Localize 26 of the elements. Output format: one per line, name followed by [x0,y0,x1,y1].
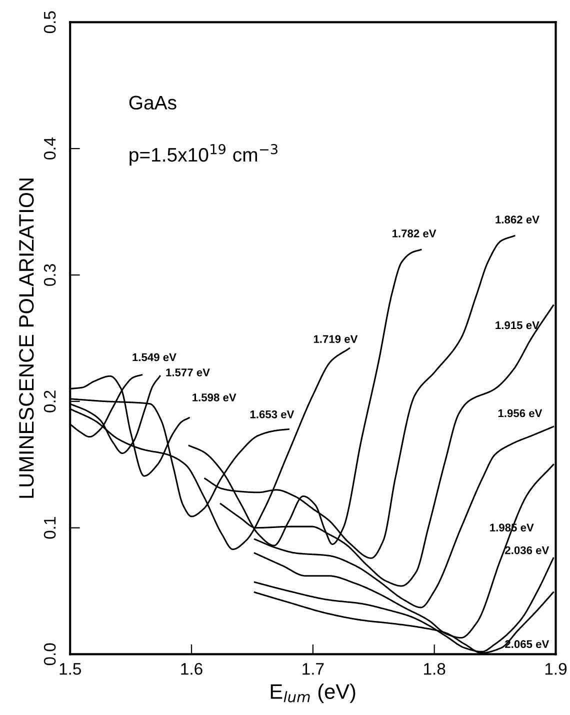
annotation: p=1.5x10$^{19}$ cm$^{−3}$ [130,144,278,166]
y-axis-title: LUMINESCENCE POLARIZATION [19,178,34,498]
series-label: 1.915 eV [496,321,540,330]
y-tick-label: 0.1 [44,517,56,539]
x-tick-label: 1.6 [181,663,202,675]
x-tick-label: 1.9 [545,663,567,675]
x-tick-label: 1.8 [424,663,446,675]
series-label: 1.719 eV [314,335,358,343]
series-label: 1.653 eV [250,410,294,418]
y-tick-label: 0.2 [44,390,56,412]
series-label: 1.862 eV [496,216,540,224]
x-tick-label: 1.7 [302,663,324,675]
annotation: GaAs [129,96,176,110]
y-tick-label: 0.4 [44,137,56,160]
x-axis-title: E$_{lum}$ (eV) [270,684,356,704]
series-label: 1.782 eV [392,230,436,238]
series-label: 1.549 eV [132,353,176,362]
series-label: 2.065 eV [505,640,550,648]
series-label: 2.036 eV [505,546,550,554]
x-tick-label: 1.5 [60,663,81,675]
y-tick-label: 0.0 [44,643,56,666]
y-tick-label: 0.3 [44,264,56,286]
y-tick-label: 0.5 [44,11,56,34]
series-label: 1.956 eV [498,409,542,418]
series-label: 1.598 eV [192,394,236,402]
series-label: 1.577 eV [166,368,210,376]
